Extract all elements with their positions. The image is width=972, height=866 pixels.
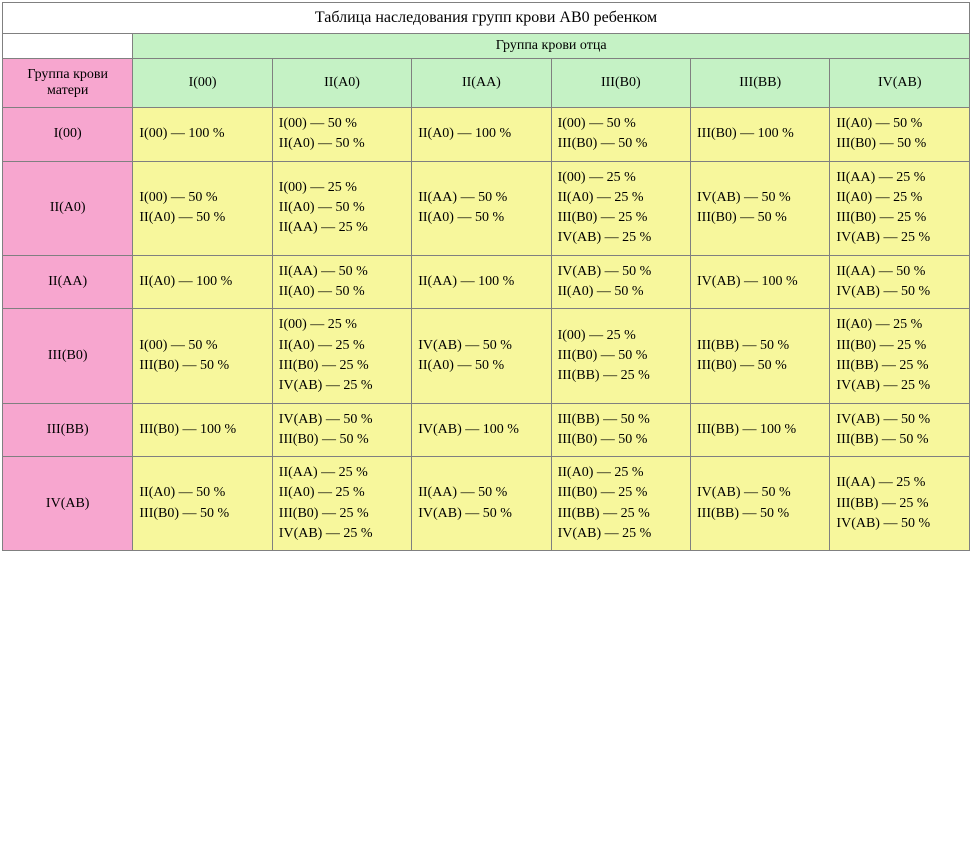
cell-4-2: IV(AB) — 100 % [412, 403, 551, 457]
mother-row-4: III(BB) [3, 403, 133, 457]
cell-3-1: I(00) — 25 %II(A0) — 25 %III(B0) — 25 %I… [272, 309, 411, 403]
cell-2-5: II(AA) — 50 %IV(AB) — 50 % [830, 255, 970, 309]
cell-2-0: II(A0) — 100 % [133, 255, 272, 309]
mother-row-2: II(AA) [3, 255, 133, 309]
cell-1-0: I(00) — 50 %II(A0) — 50 % [133, 161, 272, 255]
cell-1-1: I(00) — 25 %II(A0) — 50 %II(AA) — 25 % [272, 161, 411, 255]
father-col-0: I(00) [133, 59, 272, 108]
cell-1-5: II(AA) — 25 %II(A0) — 25 %III(B0) — 25 %… [830, 161, 970, 255]
cell-2-1: II(AA) — 50 %II(A0) — 50 % [272, 255, 411, 309]
mother-row-5: IV(AB) [3, 457, 133, 551]
mother-row-3: III(B0) [3, 309, 133, 403]
cell-4-3: III(BB) — 50 %III(B0) — 50 % [551, 403, 690, 457]
cell-4-0: III(B0) — 100 % [133, 403, 272, 457]
cell-2-2: II(AA) — 100 % [412, 255, 551, 309]
cell-5-4: IV(AB) — 50 %III(BB) — 50 % [691, 457, 830, 551]
cell-0-3: I(00) — 50 %III(B0) — 50 % [551, 108, 690, 162]
cell-0-5: II(A0) — 50 %III(B0) — 50 % [830, 108, 970, 162]
mother-group-header: Группа крови матери [3, 59, 133, 108]
table-row: III(B0)I(00) — 50 %III(B0) — 50 %I(00) —… [3, 309, 970, 403]
table-row: I(00)I(00) — 100 %I(00) — 50 %II(A0) — 5… [3, 108, 970, 162]
table-row: IV(AB)II(A0) — 50 %III(B0) — 50 %II(AA) … [3, 457, 970, 551]
blood-type-inheritance-table: Таблица наследования групп крови AB0 реб… [2, 2, 970, 551]
mother-row-1: II(A0) [3, 161, 133, 255]
cell-4-5: IV(AB) — 50 %III(BB) — 50 % [830, 403, 970, 457]
cell-0-4: III(B0) — 100 % [691, 108, 830, 162]
mother-row-0: I(00) [3, 108, 133, 162]
corner-blank [3, 34, 133, 59]
father-col-2: II(AA) [412, 59, 551, 108]
cell-3-4: III(BB) — 50 %III(B0) — 50 % [691, 309, 830, 403]
cell-5-2: II(AA) — 50 %IV(AB) — 50 % [412, 457, 551, 551]
cell-1-3: I(00) — 25 %II(A0) — 25 %III(B0) — 25 %I… [551, 161, 690, 255]
table-title: Таблица наследования групп крови AB0 реб… [3, 3, 970, 34]
cell-3-3: I(00) — 25 %III(B0) — 50 %III(BB) — 25 % [551, 309, 690, 403]
father-col-4: III(BB) [691, 59, 830, 108]
cell-2-4: IV(AB) — 100 % [691, 255, 830, 309]
cell-5-5: II(AA) — 25 %III(BB) — 25 %IV(AB) — 50 % [830, 457, 970, 551]
father-col-5: IV(AB) [830, 59, 970, 108]
cell-5-3: II(A0) — 25 %III(B0) — 25 %III(BB) — 25 … [551, 457, 690, 551]
table-row: II(A0)I(00) — 50 %II(A0) — 50 %I(00) — 2… [3, 161, 970, 255]
table-row: II(AA)II(A0) — 100 %II(AA) — 50 %II(A0) … [3, 255, 970, 309]
cell-3-0: I(00) — 50 %III(B0) — 50 % [133, 309, 272, 403]
table-body: I(00)I(00) — 100 %I(00) — 50 %II(A0) — 5… [3, 108, 970, 551]
cell-1-2: II(AA) — 50 %II(A0) — 50 % [412, 161, 551, 255]
father-col-1: II(A0) [272, 59, 411, 108]
cell-5-1: II(AA) — 25 %II(A0) — 25 %III(B0) — 25 %… [272, 457, 411, 551]
cell-3-2: IV(AB) — 50 %II(A0) — 50 % [412, 309, 551, 403]
cell-0-1: I(00) — 50 %II(A0) — 50 % [272, 108, 411, 162]
father-group-header: Группа крови отца [133, 34, 970, 59]
cell-4-4: III(BB) — 100 % [691, 403, 830, 457]
cell-1-4: IV(AB) — 50 %III(B0) — 50 % [691, 161, 830, 255]
cell-3-5: II(A0) — 25 %III(B0) — 25 %III(BB) — 25 … [830, 309, 970, 403]
table-row: III(BB)III(B0) — 100 %IV(AB) — 50 %III(B… [3, 403, 970, 457]
cell-2-3: IV(AB) — 50 %II(A0) — 50 % [551, 255, 690, 309]
cell-0-0: I(00) — 100 % [133, 108, 272, 162]
cell-0-2: II(A0) — 100 % [412, 108, 551, 162]
cell-4-1: IV(AB) — 50 %III(B0) — 50 % [272, 403, 411, 457]
father-col-3: III(B0) [551, 59, 690, 108]
cell-5-0: II(A0) — 50 %III(B0) — 50 % [133, 457, 272, 551]
